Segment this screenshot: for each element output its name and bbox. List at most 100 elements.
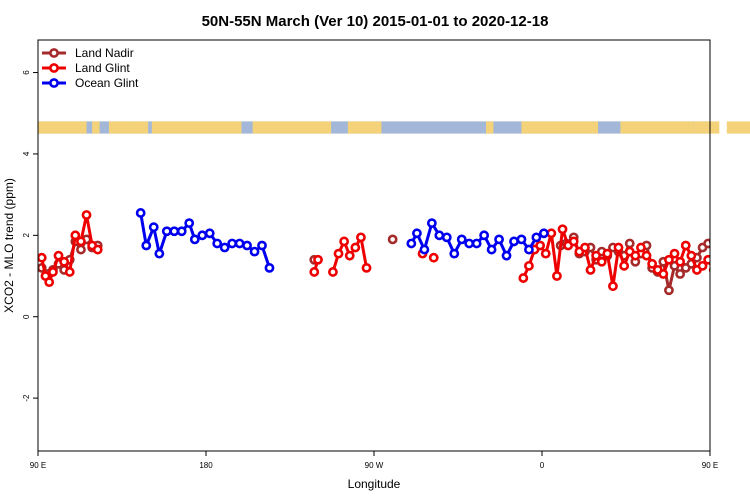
data-point-ocean-glint [538,228,549,239]
y-axis-label: XCO2 - MLO trend (ppm) [2,178,16,313]
data-point-land-glint [48,267,58,277]
data-point-land-glint [738,240,745,247]
data-point-land-glint [76,236,86,247]
data-point-ocean-glint [516,234,527,245]
data-point-ocean-glint [419,244,430,255]
strip-land [620,121,694,134]
y-tick-label: 4 [22,151,31,156]
data-point-land-glint [727,211,734,218]
data-point-land-glint [557,224,568,235]
data-point-ocean-glint [509,236,519,247]
series-ocean-glint [135,208,549,273]
data-point-ocean-glint [197,230,208,241]
data-point-ocean-glint [148,222,159,233]
data-point-ocean-glint [531,232,542,243]
data-point-land-glint [309,267,320,277]
strip-land [347,121,382,134]
data-point-ocean-glint [464,238,475,249]
x-tick-label: 0 [540,461,545,470]
y-tick-label: 2 [22,233,31,238]
data-point-ocean-glint [204,228,215,239]
data-point-ocean-glint [176,226,187,237]
data-point-land-glint [53,250,64,261]
plot-frame [37,39,711,452]
data-point-land-glint [328,267,338,277]
data-point-ocean-glint [434,230,445,241]
series-line-ocean-glint [139,212,271,269]
y-tick-label: -2 [22,394,31,402]
data-point-land-glint [92,244,103,255]
data-point-land-glint [641,250,652,261]
plot-series [38,208,745,296]
legend-item-land-glint: Land Glint [42,61,130,75]
data-point-land-glint [356,232,366,243]
data-point-land-glint [708,266,710,274]
data-point-ocean-glint [242,240,252,251]
data-point-land-glint [81,210,92,220]
data-point-ocean-glint [189,234,200,245]
data-point-land-glint [361,262,372,273]
legend-marker [49,78,59,88]
x-tick-label: 90 E [702,461,718,470]
data-point-land-glint [630,250,641,261]
data-point-ocean-glint [441,232,452,243]
data-point-ocean-glint [471,238,482,249]
data-point-land-glint [721,244,728,251]
data-point-ocean-glint [184,218,195,229]
data-point-land-nadir [76,244,86,255]
data-point-land-glint [333,248,344,259]
strip-land [108,121,130,134]
data-point-ocean-glint [426,218,437,229]
y-tick-label: 0 [22,314,31,319]
data-point-land-nadir [733,244,740,251]
data-point-ocean-glint [264,262,275,273]
data-point-land-glint [568,236,579,247]
axes: 90 E 180 90 W 0 90 E -2 0 2 4 6 [22,70,718,470]
data-point-ocean-glint [456,234,467,245]
data-point-land-nadir [664,285,674,296]
data-point-land-glint [608,281,618,292]
land-ocean-strip [38,121,750,134]
legend-item-ocean-glint: Ocean Glint [42,76,139,90]
data-point-land-nadir [721,234,728,241]
data-point-land-nadir [716,246,723,253]
x-axis-label: Longitude [348,477,401,491]
data-point-ocean-glint [524,244,534,255]
data-point-ocean-glint [249,246,260,257]
data-point-land-glint [680,240,691,251]
y-tick-label: 6 [22,70,31,75]
data-point-land-nadir [387,234,398,245]
data-point-land-glint [686,250,697,261]
data-point-land-glint [70,230,81,241]
data-point-ocean-glint [161,226,172,237]
data-point-land-glint [350,242,361,253]
legend-marker [49,63,59,73]
data-point-land-glint [647,258,658,269]
data-point-land-glint [602,248,613,259]
legend-marker [49,48,59,58]
data-point-land-glint [546,228,557,239]
data-point-land-glint [585,265,596,275]
data-point-land-glint [675,256,686,267]
data-point-ocean-glint [257,240,267,251]
data-point-land-glint [518,273,529,283]
data-point-land-glint [636,242,646,253]
x-tick-label: 90 W [365,461,384,470]
strip-land [521,121,598,134]
strip-land [129,121,149,134]
strip-land [92,121,100,134]
data-point-ocean-glint [449,248,460,259]
legend-label: Land Nadir [75,46,134,60]
data-point-land-glint [64,267,75,277]
strip-land [693,121,720,134]
series-land-glint [38,210,745,292]
data-point-land-nadir [675,269,686,279]
data-point-ocean-glint [135,208,146,218]
data-point-land-glint [344,250,355,261]
data-point-land-glint [524,260,534,271]
data-point-ocean-glint [219,242,230,253]
data-point-land-glint [591,250,602,261]
legend-label: Land Glint [75,61,130,75]
data-point-ocean-glint [486,244,497,255]
data-point-land-nadir [727,242,734,249]
